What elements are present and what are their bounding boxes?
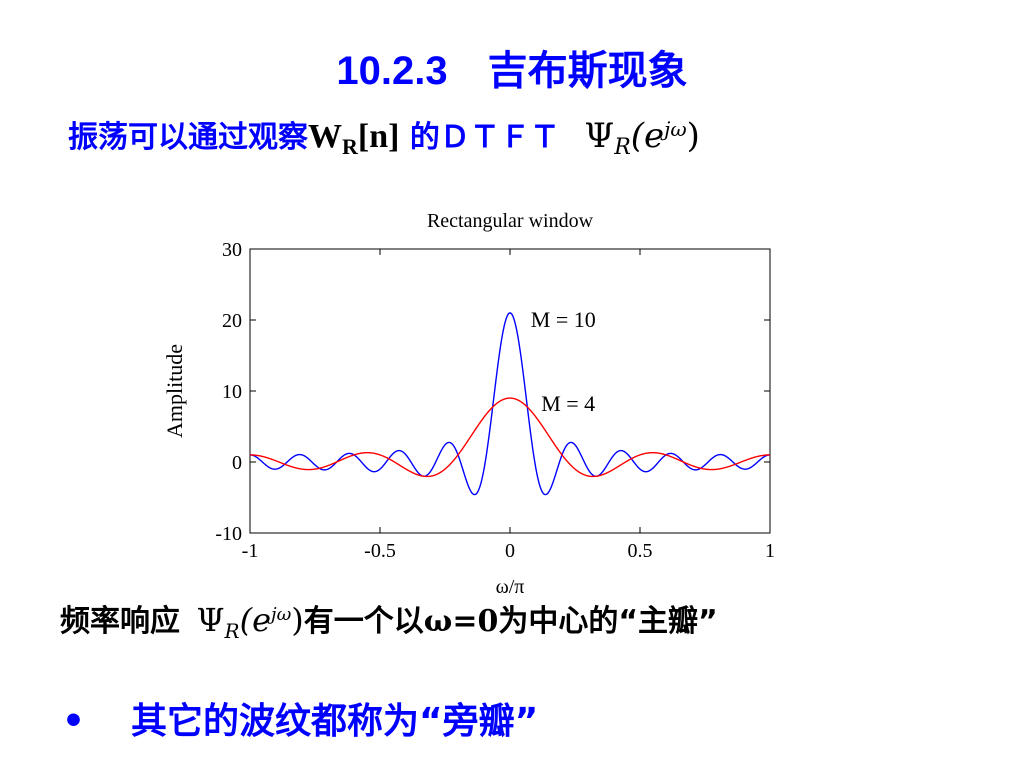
bottom-text-after: 为中心的“主瓣” [498, 604, 718, 639]
psi-close-bottom: ) [291, 601, 304, 639]
rectangular-window-chart: Rectangular window -10 0 10 20 30 -1 -0.5 0 0.5… [162, 210, 775, 598]
psi-exponent-bottom: jω [271, 604, 292, 625]
x-axis-ticks: -1 -0.5 0 0.5 1 [242, 249, 775, 562]
y-tick-label: 0 [232, 452, 242, 474]
y-tick-label: 10 [222, 381, 242, 403]
omega-equals-zero: ω=0 [423, 604, 499, 639]
subtitle-text-after: 的ＤＴＦＴ [399, 120, 560, 155]
bullet-marker: • [62, 701, 86, 742]
bullet-item: • 其它的波纹都称为“旁瓣” [62, 692, 538, 744]
frequency-response-statement: 频率响应 ΨR(ejω)有一个以ω=0为中心的“主瓣” [60, 596, 718, 643]
x-axis-label: ω/π [496, 576, 525, 598]
slide-title: 10.2.3 吉布斯现象 [336, 49, 688, 93]
series-label-m10: M = 10 [531, 307, 596, 332]
plot-frame [249, 248, 771, 534]
x-tick-label: -0.5 [364, 540, 396, 562]
series-lines [250, 312, 770, 496]
bullet-text: 其它的波纹都称为“旁瓣” [131, 701, 539, 742]
bottom-text-before: 频率响应 [60, 604, 180, 639]
series-label-m4: M = 4 [541, 391, 595, 416]
series-line-m4 [250, 397, 770, 478]
x-tick-label: -1 [242, 540, 259, 562]
slide-subtitle: 振荡可以通过观察WR[n] 的ＤＴＦＴ ΨR(ejω) [68, 112, 700, 160]
x-tick-label: 0.5 [628, 540, 653, 562]
y-axis-ticks: -10 0 10 20 30 [215, 239, 770, 545]
chart-title: Rectangular window [427, 210, 594, 232]
window-index: [n] [357, 118, 400, 155]
psi-subscript-bottom: R [224, 619, 240, 643]
y-tick-label: -10 [215, 523, 242, 545]
psi-subscript: R [614, 135, 631, 160]
subtitle-text-before: 振荡可以通过观察 [68, 120, 308, 155]
psi-symbol: Ψ [584, 116, 615, 156]
psi-argument: (e [630, 116, 665, 156]
series-labels: M = 10 M = 4 [531, 307, 596, 416]
y-tick-label: 20 [222, 310, 242, 332]
window-subscript: R [342, 134, 358, 159]
psi-argument-bottom: (e [239, 601, 271, 639]
psi-close-paren: ) [686, 116, 700, 156]
bottom-text-middle: 有一个以 [303, 604, 424, 639]
psi-symbol-bottom: Ψ [196, 601, 225, 639]
psi-exponent: jω [664, 117, 687, 141]
y-axis-label: Amplitude [162, 344, 187, 438]
y-tick-label: 30 [222, 239, 242, 261]
x-tick-label: 0 [505, 540, 515, 562]
window-symbol: W [308, 118, 342, 155]
x-tick-label: 1 [765, 540, 775, 562]
